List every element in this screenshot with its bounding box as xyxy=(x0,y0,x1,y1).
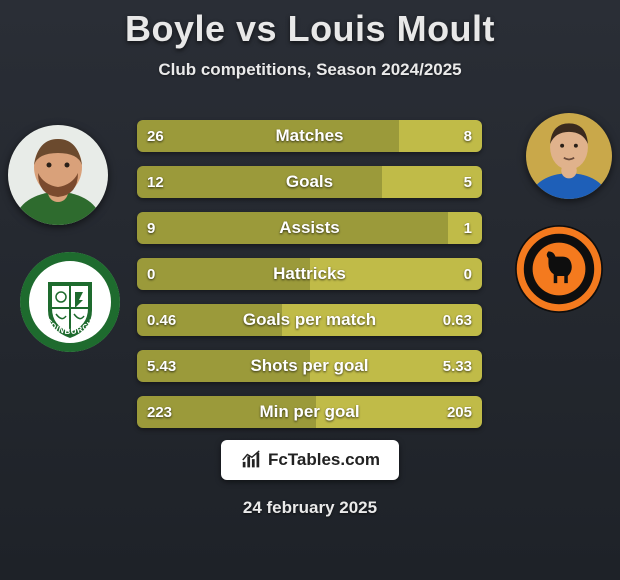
club2-badge-svg xyxy=(515,225,603,313)
club1-badge-svg: HIBERNIAN EDINBURGH xyxy=(20,252,120,352)
comparison-title: Boyle vs Louis Moult xyxy=(0,8,620,50)
player2-name: Louis Moult xyxy=(288,8,495,49)
player1-club-badge: HIBERNIAN EDINBURGH xyxy=(20,252,120,352)
season-subtitle: Club competitions, Season 2024/2025 xyxy=(0,60,620,80)
stat-bar: 91Assists xyxy=(137,212,482,244)
brand-text: FcTables.com xyxy=(268,450,380,470)
stat-bar: 00Hattricks xyxy=(137,258,482,290)
stat-bar: 223205Min per goal xyxy=(137,396,482,428)
player2-club-badge xyxy=(515,225,603,313)
stat-label: Shots per goal xyxy=(137,350,482,382)
stat-label: Goals per match xyxy=(137,304,482,336)
chart-icon xyxy=(240,449,262,471)
stat-label: Hattricks xyxy=(137,258,482,290)
stat-bar: 0.460.63Goals per match xyxy=(137,304,482,336)
brand-logo[interactable]: FcTables.com xyxy=(221,440,399,480)
snapshot-date: 24 february 2025 xyxy=(0,498,620,518)
vs-separator: vs xyxy=(236,8,277,49)
stat-label: Min per goal xyxy=(137,396,482,428)
stat-bar: 125Goals xyxy=(137,166,482,198)
player1-avatar-svg xyxy=(8,125,108,225)
player2-avatar-svg xyxy=(526,113,612,199)
player2-avatar xyxy=(526,113,612,199)
player1-name: Boyle xyxy=(125,8,226,49)
player1-avatar xyxy=(8,125,108,225)
header: Boyle vs Louis Moult Club competitions, … xyxy=(0,0,620,80)
stat-bars: 268Matches 125Goals 91Assists 00Hattricks 0.… xyxy=(137,120,482,442)
stat-bar: 5.435.33Shots per goal xyxy=(137,350,482,382)
stat-label: Matches xyxy=(137,120,482,152)
stat-label: Goals xyxy=(137,166,482,198)
stat-label: Assists xyxy=(137,212,482,244)
stat-bar: 268Matches xyxy=(137,120,482,152)
